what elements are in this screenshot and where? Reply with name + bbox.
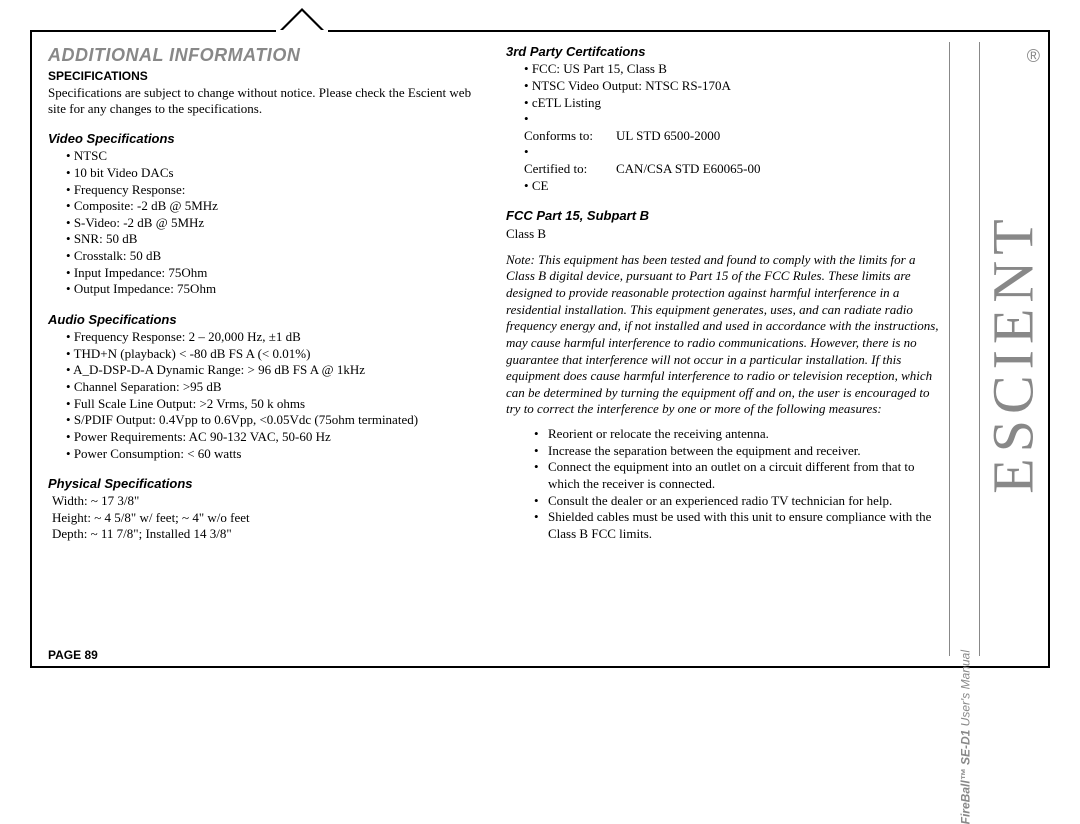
list-item: Frequency Response: xyxy=(66,182,488,199)
audio-list: Frequency Response: 2 – 20,000 Hz, ±1 dB… xyxy=(48,329,488,462)
list-item: NTSC xyxy=(66,148,488,165)
certified-value: CAN/CSA STD E60065-00 xyxy=(616,161,760,178)
intro-paragraph: Specifications are subject to change wit… xyxy=(48,85,488,118)
list-item: Channel Separation: >95 dB xyxy=(66,379,488,396)
list-item: THD+N (playback) < -80 dB FS A (< 0.01%) xyxy=(66,346,488,363)
fcc-heading: FCC Part 15, Subpart B xyxy=(506,208,946,224)
page-number: PAGE 89 xyxy=(48,648,98,662)
certs-heading: 3rd Party Certifcations xyxy=(506,44,946,60)
audio-heading: Audio Specifications xyxy=(48,312,488,328)
list-item: S/PDIF Output: 0.4Vpp to 0.6Vpp, <0.05Vd… xyxy=(66,412,488,429)
video-list: NTSC 10 bit Video DACs Frequency Respons… xyxy=(48,148,488,298)
certified-label: Certified to: xyxy=(524,161,616,178)
list-item: A_D-DSP-D-A Dynamic Range: > 96 dB FS A … xyxy=(66,362,488,379)
list-item: Consult the dealer or an experienced rad… xyxy=(534,493,946,510)
product-name: FireBall™ SE-D1 xyxy=(958,730,972,824)
content-area: ADDITIONAL INFORMATION SPECIFICATIONS Sp… xyxy=(48,44,946,664)
brand-logo-text: ESCIENT xyxy=(980,213,1047,493)
brand-logo: ESCIENT xyxy=(984,50,1042,648)
left-column: ADDITIONAL INFORMATION SPECIFICATIONS Sp… xyxy=(48,44,488,664)
list-item: Reorient or relocate the receiving anten… xyxy=(534,426,946,443)
specs-heading: SPECIFICATIONS xyxy=(48,69,488,84)
list-item: SNR: 50 dB xyxy=(66,231,488,248)
certs-list: FCC: US Part 15, Class B NTSC Video Outp… xyxy=(506,61,946,194)
fcc-measures: Reorient or relocate the receiving anten… xyxy=(506,426,946,542)
list-item: Composite: -2 dB @ 5MHz xyxy=(66,198,488,215)
list-item: Increase the separation between the equi… xyxy=(534,443,946,460)
physical-depth: Depth: ~ 11 7/8"; Installed 14 3/8" xyxy=(52,526,488,542)
list-item: Crosstalk: 50 dB xyxy=(66,248,488,265)
list-item: Full Scale Line Output: >2 Vrms, 50 k oh… xyxy=(66,396,488,413)
list-item: Output Impedance: 75Ohm xyxy=(66,281,488,298)
section-title: ADDITIONAL INFORMATION xyxy=(48,44,488,67)
fcc-class: Class B xyxy=(506,226,946,242)
list-item: CE xyxy=(524,178,946,195)
manual-suffix: User's Manual xyxy=(958,650,972,730)
physical-heading: Physical Specifications xyxy=(48,476,488,492)
list-item: Conforms to:UL STD 6500-2000 xyxy=(524,111,946,144)
manual-label: FireBall™ SE-D1 User's Manual xyxy=(958,650,972,824)
top-triangle-ornament xyxy=(280,8,324,30)
fcc-note: Note: This equipment has been tested and… xyxy=(506,252,946,418)
physical-width: Width: ~ 17 3/8" xyxy=(52,493,488,509)
list-item: Power Consumption: < 60 watts xyxy=(66,446,488,463)
conforms-label: Conforms to: xyxy=(524,128,616,145)
list-item: Frequency Response: 2 – 20,000 Hz, ±1 dB xyxy=(66,329,488,346)
list-item: Input Impedance: 75Ohm xyxy=(66,265,488,282)
list-item: FCC: US Part 15, Class B xyxy=(524,61,946,78)
list-item: NTSC Video Output: NTSC RS-170A xyxy=(524,78,946,95)
list-item: Power Requirements: AC 90-132 VAC, 50-60… xyxy=(66,429,488,446)
list-item: Connect the equipment into an outlet on … xyxy=(534,459,946,492)
physical-block: Width: ~ 17 3/8" Height: ~ 4 5/8" w/ fee… xyxy=(48,493,488,542)
video-heading: Video Specifications xyxy=(48,131,488,147)
divider-line xyxy=(949,42,950,656)
list-item: Shielded cables must be used with this u… xyxy=(534,509,946,542)
list-item: 10 bit Video DACs xyxy=(66,165,488,182)
list-item: cETL Listing xyxy=(524,95,946,112)
list-item: Certified to:CAN/CSA STD E60065-00 xyxy=(524,144,946,177)
conforms-value: UL STD 6500-2000 xyxy=(616,128,720,145)
physical-height: Height: ~ 4 5/8" w/ feet; ~ 4" w/o feet xyxy=(52,510,488,526)
right-column: 3rd Party Certifcations FCC: US Part 15,… xyxy=(506,44,946,664)
list-item: S-Video: -2 dB @ 5MHz xyxy=(66,215,488,232)
